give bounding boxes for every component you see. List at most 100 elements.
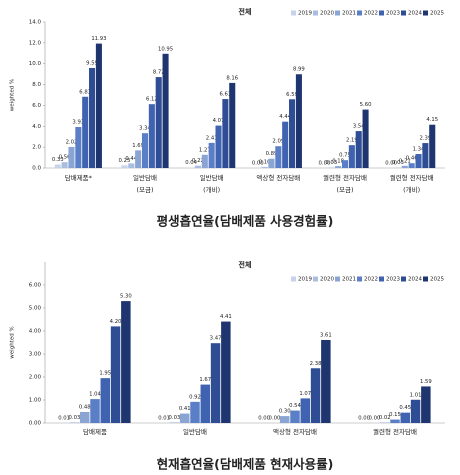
bar <box>110 326 121 423</box>
bar <box>210 343 221 423</box>
y-tick-label: 0.00 <box>29 421 42 427</box>
bar <box>121 301 131 423</box>
x-tick-label: (모금) <box>336 186 353 194</box>
data-label: 0.03 <box>325 160 337 166</box>
x-tick-label: (개비) <box>203 185 220 194</box>
data-label: 2.41 <box>206 135 218 141</box>
data-label: 5.30 <box>120 294 132 300</box>
data-label: 0.89 <box>266 151 278 157</box>
bar <box>90 399 100 423</box>
data-label: 10.95 <box>158 46 173 52</box>
data-label: 0.33 <box>52 157 64 163</box>
chart-title: 전체 <box>239 260 252 269</box>
bar <box>179 413 190 423</box>
data-label: 0.25 <box>119 158 131 164</box>
data-label: 11.93 <box>91 36 106 42</box>
data-label: 5.60 <box>360 102 372 108</box>
y-tick-label: 14.0 <box>29 20 42 26</box>
data-label: 0.15 <box>389 412 401 418</box>
y-tick-label: 2.0 <box>32 145 41 151</box>
data-label: 1.34 <box>413 147 425 153</box>
data-label: 0.22 <box>192 158 204 164</box>
y-tick-label: 6.0 <box>32 103 41 109</box>
x-tick-label: 액상형 전자담배 <box>256 173 300 182</box>
data-label: 0.03 <box>169 415 181 421</box>
y-axis-label: weighted % <box>10 326 16 358</box>
data-label: 8.16 <box>226 75 238 81</box>
legend-swatch <box>313 10 318 16</box>
bar <box>390 419 400 423</box>
data-label: 0.46 <box>406 156 418 162</box>
data-label: 0.00 <box>358 416 370 422</box>
data-label: 0.92 <box>189 394 201 400</box>
bar <box>268 158 275 168</box>
bar <box>275 146 282 168</box>
data-label: 0.48 <box>79 404 91 410</box>
bar <box>162 53 169 168</box>
data-label: 1.04 <box>89 392 101 398</box>
data-label: 0.00 <box>269 416 281 422</box>
bar <box>141 133 149 168</box>
bar <box>229 82 236 168</box>
bar <box>290 410 300 423</box>
bar <box>89 67 96 168</box>
data-label: 2.09 <box>272 139 284 145</box>
bar <box>128 163 135 168</box>
data-label: 0.54 <box>289 403 301 409</box>
data-label: 3.54 <box>353 124 365 130</box>
data-label: 6.59 <box>286 92 298 98</box>
legend-label: 2025 <box>430 277 444 283</box>
y-tick-label: 2.00 <box>29 375 42 381</box>
legend-label: 2019 <box>298 11 312 17</box>
bar <box>355 131 362 168</box>
data-label: 0.00 <box>369 416 381 422</box>
x-tick-label: 일반담배 <box>133 173 157 182</box>
data-label: 3.34 <box>139 126 151 132</box>
chart-caption: 현재흡연율(담배제품 현재사용률) <box>157 457 334 472</box>
data-label: 0.00 <box>319 161 331 167</box>
data-label: 2.02 <box>66 139 78 145</box>
data-label: 0.04 <box>185 160 197 166</box>
legend-swatch <box>379 10 384 16</box>
data-label: 0.01 <box>58 415 70 421</box>
data-label: 2.19 <box>346 138 358 144</box>
x-tick-label: (개비) <box>403 185 420 194</box>
data-label: 1.27 <box>199 147 211 153</box>
bar <box>400 412 411 423</box>
bar <box>422 143 429 168</box>
legend-swatch <box>357 10 362 16</box>
data-label: 6.61 <box>219 92 231 98</box>
bar <box>54 164 61 168</box>
legend-swatch <box>291 276 296 282</box>
data-label: 0.00 <box>385 161 397 167</box>
data-label: 1.07 <box>299 391 311 397</box>
data-label: 2.38 <box>310 361 322 367</box>
chart-caption: 평생흡연율(담배제품 사용경험률) <box>157 214 334 229</box>
data-label: 0.41 <box>179 406 191 412</box>
bar <box>362 109 369 168</box>
legend-swatch <box>423 276 428 282</box>
bar <box>215 125 222 168</box>
legend-label: 2021 <box>342 11 356 17</box>
data-label: 1.67 <box>199 377 211 383</box>
bar <box>135 150 142 168</box>
y-tick-label: 4.0 <box>32 124 41 130</box>
data-label: 0.56 <box>59 155 71 161</box>
data-label: 0.03 <box>69 415 81 421</box>
data-label: 1.01 <box>410 392 422 398</box>
data-label: 4.41 <box>220 314 232 320</box>
bar <box>148 104 155 168</box>
bar <box>408 163 415 168</box>
data-label: 0.45 <box>399 405 411 411</box>
data-label: 0.01 <box>158 415 170 421</box>
legend-swatch <box>401 276 406 282</box>
bar <box>310 368 321 423</box>
data-label: 0.75 <box>339 153 351 159</box>
bar <box>222 99 229 168</box>
bar <box>401 165 408 168</box>
bar <box>208 142 215 168</box>
bar <box>68 146 75 168</box>
legend-label: 2020 <box>320 11 334 17</box>
y-tick-label: 12.0 <box>29 40 42 46</box>
bar <box>289 99 296 168</box>
